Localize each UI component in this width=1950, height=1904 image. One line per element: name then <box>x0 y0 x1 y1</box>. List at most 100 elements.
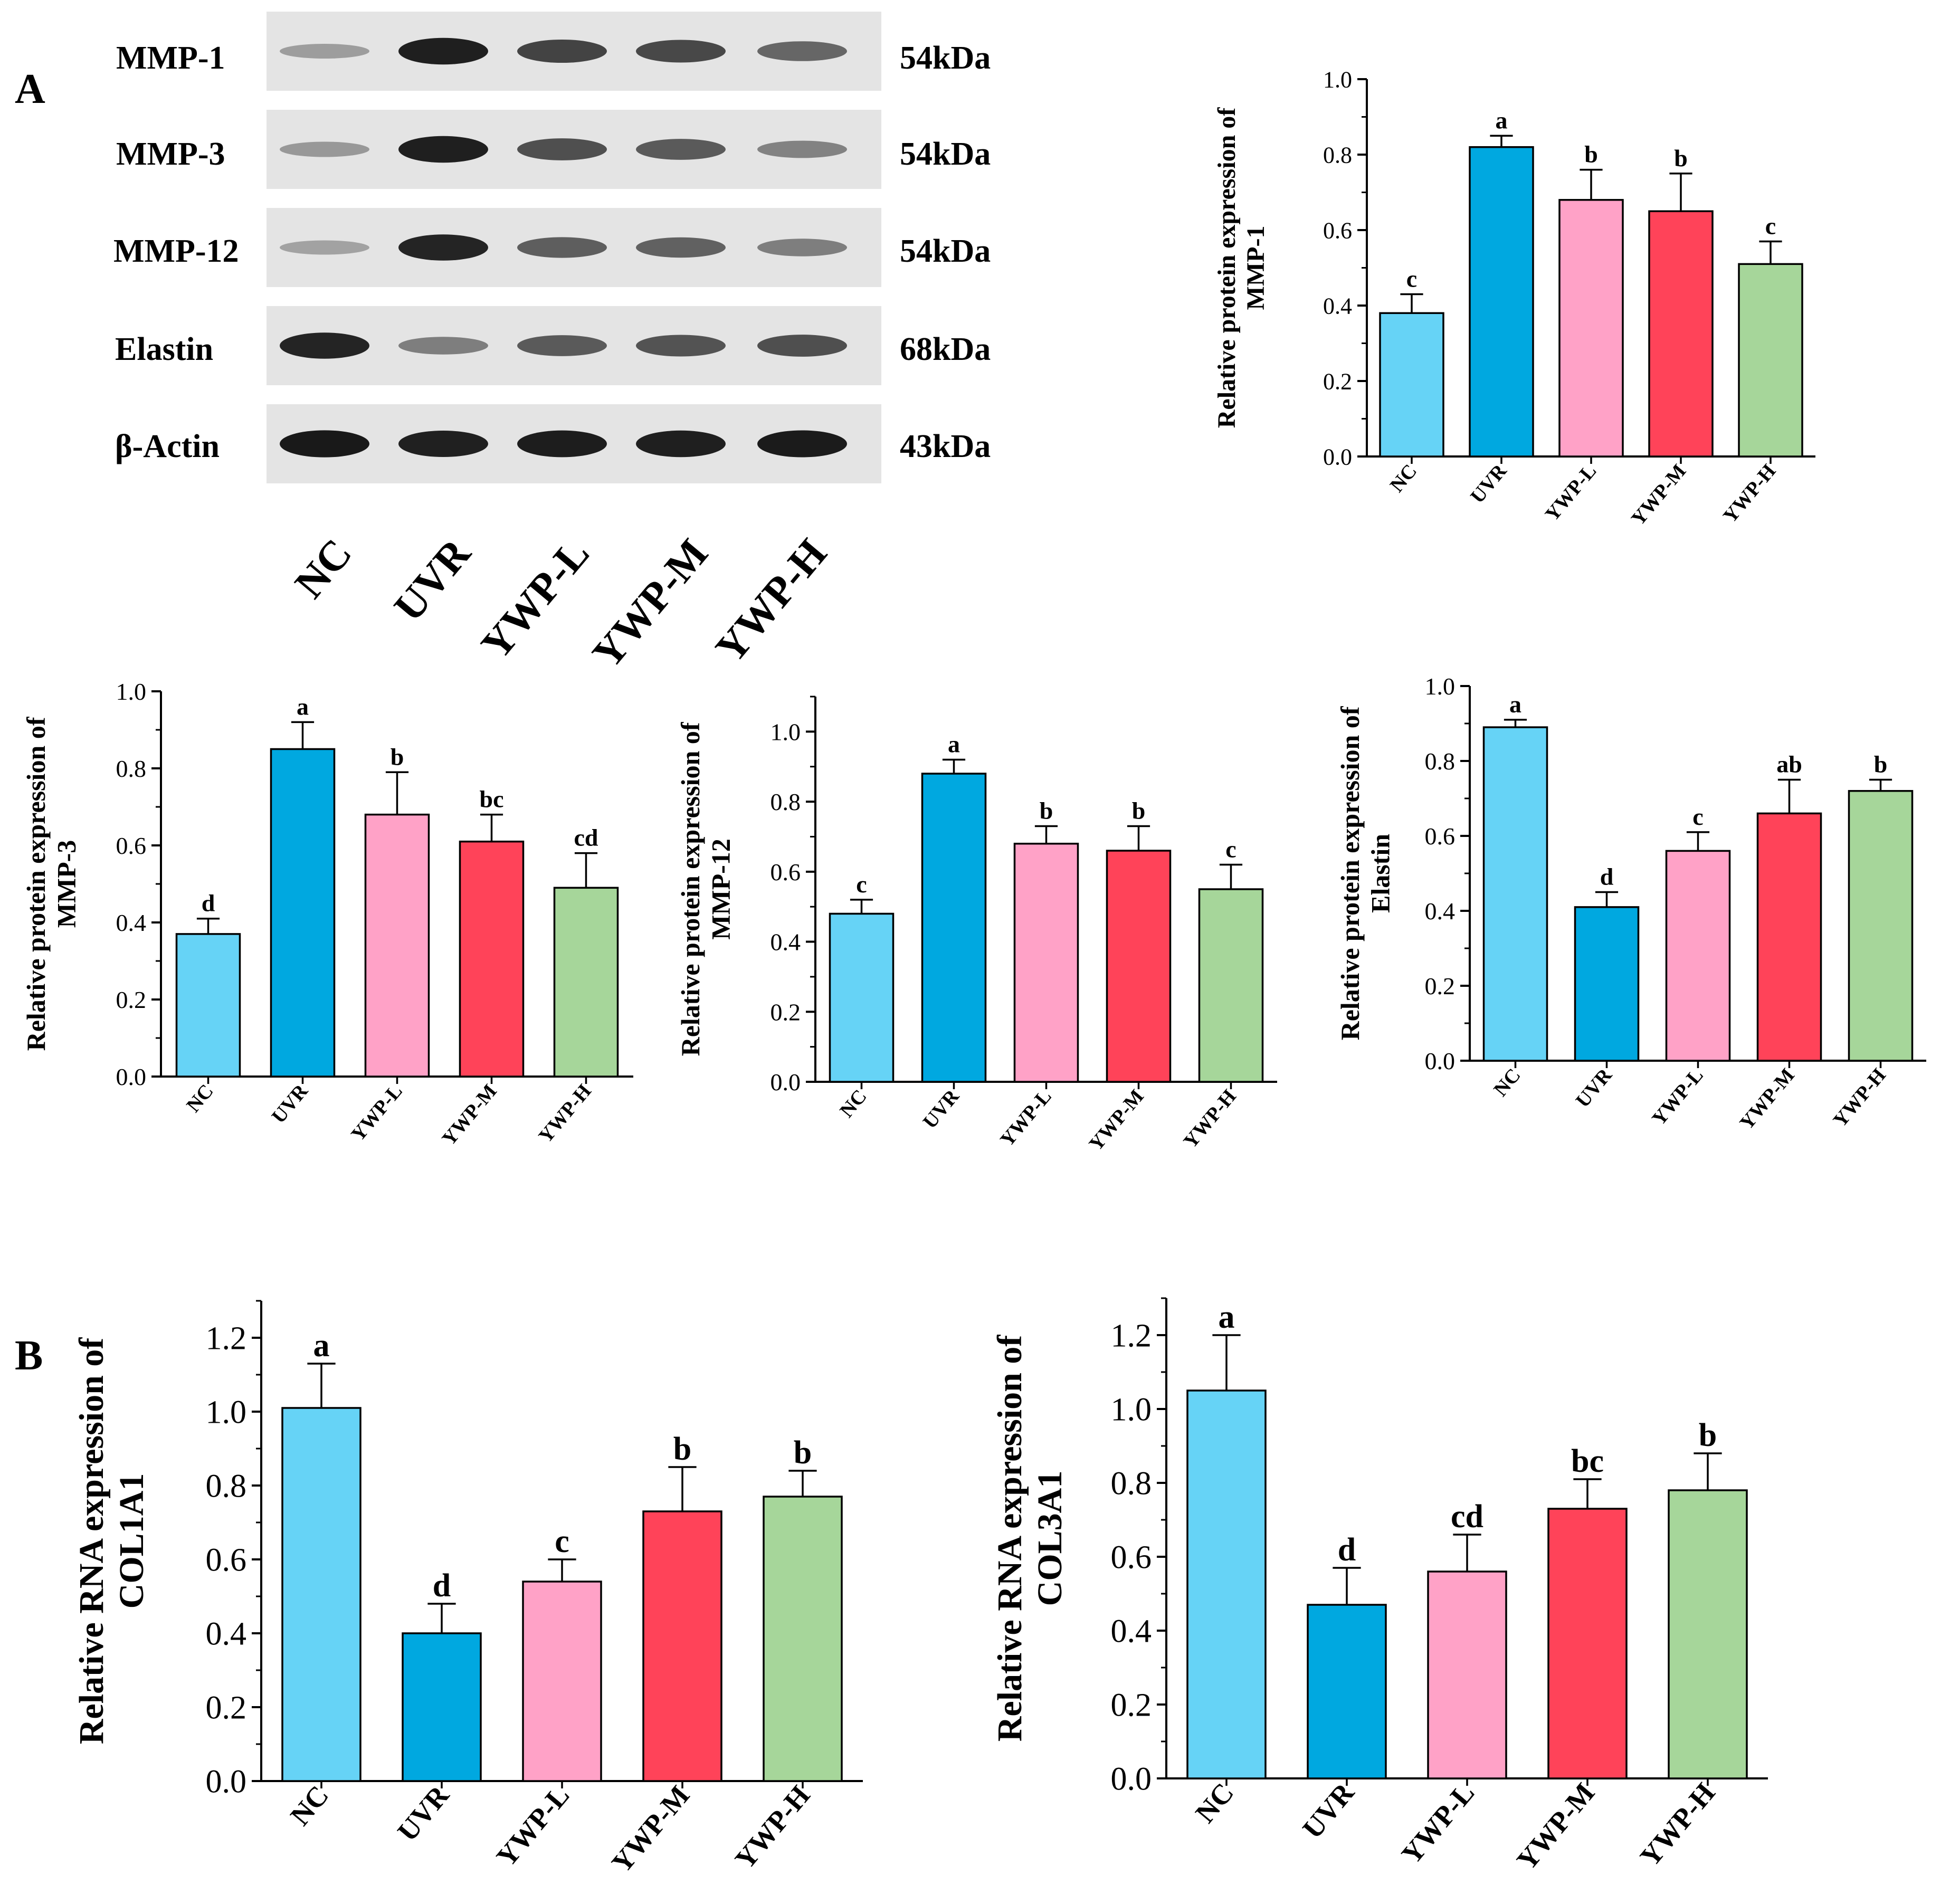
y-tick-label: 0.0 <box>1425 1048 1456 1074</box>
y-tick-label: 1.0 <box>206 1395 247 1431</box>
significance-letter: b <box>1040 797 1053 824</box>
blot-kda-label: 43kDa <box>900 429 991 464</box>
blot-band <box>398 430 488 458</box>
chart-elastin: 0.0 0.2 0.4 0.6 0.8 1.0 Relative protein expre… <box>1335 673 1926 1134</box>
x-tick-label: YWP-H <box>1719 460 1780 527</box>
y-tick-label: 0.8 <box>1323 142 1352 168</box>
x-tick-label: YWP-L <box>1541 460 1601 526</box>
y-tick-label: 0.2 <box>1425 973 1456 999</box>
panel-label-a: A <box>15 66 45 112</box>
blot-band <box>636 430 726 458</box>
y-tick-label: 0.4 <box>1425 898 1456 925</box>
bar-ywp-l <box>364 813 430 1078</box>
significance-letter: cd <box>1451 1499 1483 1535</box>
significance-letter: d <box>433 1568 451 1604</box>
x-tick-label: YWP-L <box>996 1086 1056 1151</box>
y-tick-label: 0.2 <box>206 1690 247 1726</box>
y-axis-label: MMP-12 <box>706 839 736 940</box>
x-tick-label: YWP-M <box>437 1080 501 1150</box>
blot-kda-label: 68kDa <box>900 331 991 367</box>
y-tick-label: 0.0 <box>1111 1762 1152 1797</box>
panel-label-b: B <box>15 1332 43 1379</box>
y-tick-label: 0.4 <box>116 909 147 936</box>
x-tick-label: YWP-M <box>1627 460 1690 530</box>
blot-protein-label: Elastin <box>115 331 213 367</box>
chart-mmp12: 0.0 0.2 0.4 0.6 0.8 1.0 Relative protein expre… <box>676 696 1277 1155</box>
y-tick-label: 0.8 <box>771 788 801 815</box>
bar-ywp-l <box>1013 842 1079 1083</box>
bar-ywp-m <box>1106 850 1172 1083</box>
significance-letter: c <box>1225 836 1236 863</box>
y-axis-label: MMP-3 <box>52 840 81 928</box>
y-tick-label: 0.4 <box>1111 1614 1152 1650</box>
y-tick-label: 1.0 <box>1425 673 1456 700</box>
blot-band <box>517 237 607 258</box>
blot-protein-label: MMP-12 <box>113 233 239 269</box>
x-tick-label: UVR <box>391 1779 455 1847</box>
blot-band <box>757 41 847 61</box>
blot-row: MMP-12 54kDa <box>113 233 991 269</box>
y-tick-label: 0.8 <box>116 755 147 782</box>
y-tick-label: 1.2 <box>1111 1318 1152 1354</box>
significance-letter: b <box>1132 797 1146 824</box>
blot-band <box>757 335 847 357</box>
significance-letter: c <box>856 871 867 898</box>
x-tick-label: YWP-M <box>1510 1777 1601 1876</box>
bar-ywp-h <box>763 1496 843 1782</box>
chart-mmp1: 0.0 0.2 0.4 0.6 0.8 1.0 Relative protein expre… <box>1213 66 1815 530</box>
blot-lane-label: YWP-H <box>707 530 836 672</box>
blot-row: β-Actin 43kDa <box>115 429 991 464</box>
bar-uvr <box>1469 146 1534 458</box>
bar-nc <box>1379 312 1444 458</box>
bar-nc <box>175 933 241 1078</box>
significance-letter: b <box>1584 141 1598 168</box>
significance-letter: b <box>673 1431 691 1467</box>
bar-nc <box>829 912 895 1083</box>
bar-ywp-m <box>1547 1508 1628 1779</box>
x-tick-label: NC <box>284 1779 335 1831</box>
bar-ywp-l <box>1665 850 1731 1062</box>
y-axis-label: Relative protein expression of <box>1335 706 1365 1040</box>
x-tick-label: YWP-H <box>729 1779 816 1875</box>
x-tick-label: YWP-M <box>1085 1086 1148 1155</box>
blot-band <box>280 44 369 59</box>
x-tick-label: YWP-M <box>1735 1064 1799 1134</box>
significance-letter: b <box>1674 145 1688 172</box>
bar-ywp-h <box>1848 790 1914 1062</box>
significance-letter: c <box>555 1524 569 1559</box>
y-tick-label: 0.6 <box>206 1543 247 1578</box>
y-tick-label: 0.2 <box>1111 1688 1152 1724</box>
significance-letter: a <box>948 730 960 757</box>
blot-band <box>398 37 488 65</box>
significance-letter: cd <box>574 824 598 851</box>
bar-ywp-h <box>1198 888 1264 1083</box>
x-tick-label: YWP-L <box>1648 1064 1708 1130</box>
y-tick-label: 1.0 <box>1111 1392 1152 1428</box>
x-tick-label: YWP-L <box>490 1779 576 1872</box>
blot-kda-label: 54kDa <box>900 233 991 269</box>
y-tick-label: 0.4 <box>771 929 801 956</box>
blot-band <box>517 430 607 458</box>
y-tick-label: 0.8 <box>1425 748 1456 775</box>
significance-letter: a <box>297 693 309 720</box>
blot-kda-label: 54kDa <box>900 40 991 76</box>
x-tick-label: NC <box>1189 1777 1240 1829</box>
blot-protein-label: MMP-3 <box>116 136 225 172</box>
y-tick-label: 0.4 <box>206 1616 247 1652</box>
y-tick-label: 0.0 <box>206 1764 247 1800</box>
y-tick-label: 0.0 <box>1323 444 1352 470</box>
y-axis-label: Relative protein expression of <box>1213 107 1241 429</box>
significance-letter: c <box>1692 803 1703 830</box>
blot-lane-label: YWP-L <box>472 530 598 668</box>
chart-col1a1: 0.0 0.2 0.4 0.6 0.8 1.0 1.2 Relative RNA expres… <box>72 1300 863 1879</box>
x-tick-label: NC <box>1386 460 1421 497</box>
significance-letter: a <box>1509 691 1521 718</box>
y-axis-label: Relative RNA expression of <box>72 1337 111 1745</box>
x-tick-label: YWP-L <box>1395 1777 1481 1870</box>
y-axis-label: Relative RNA expression of <box>991 1335 1029 1742</box>
blot-band <box>398 234 488 261</box>
y-tick-label: 0.8 <box>206 1469 247 1505</box>
blot-band <box>280 240 369 255</box>
y-axis-label: COL3A1 <box>1031 1471 1069 1606</box>
